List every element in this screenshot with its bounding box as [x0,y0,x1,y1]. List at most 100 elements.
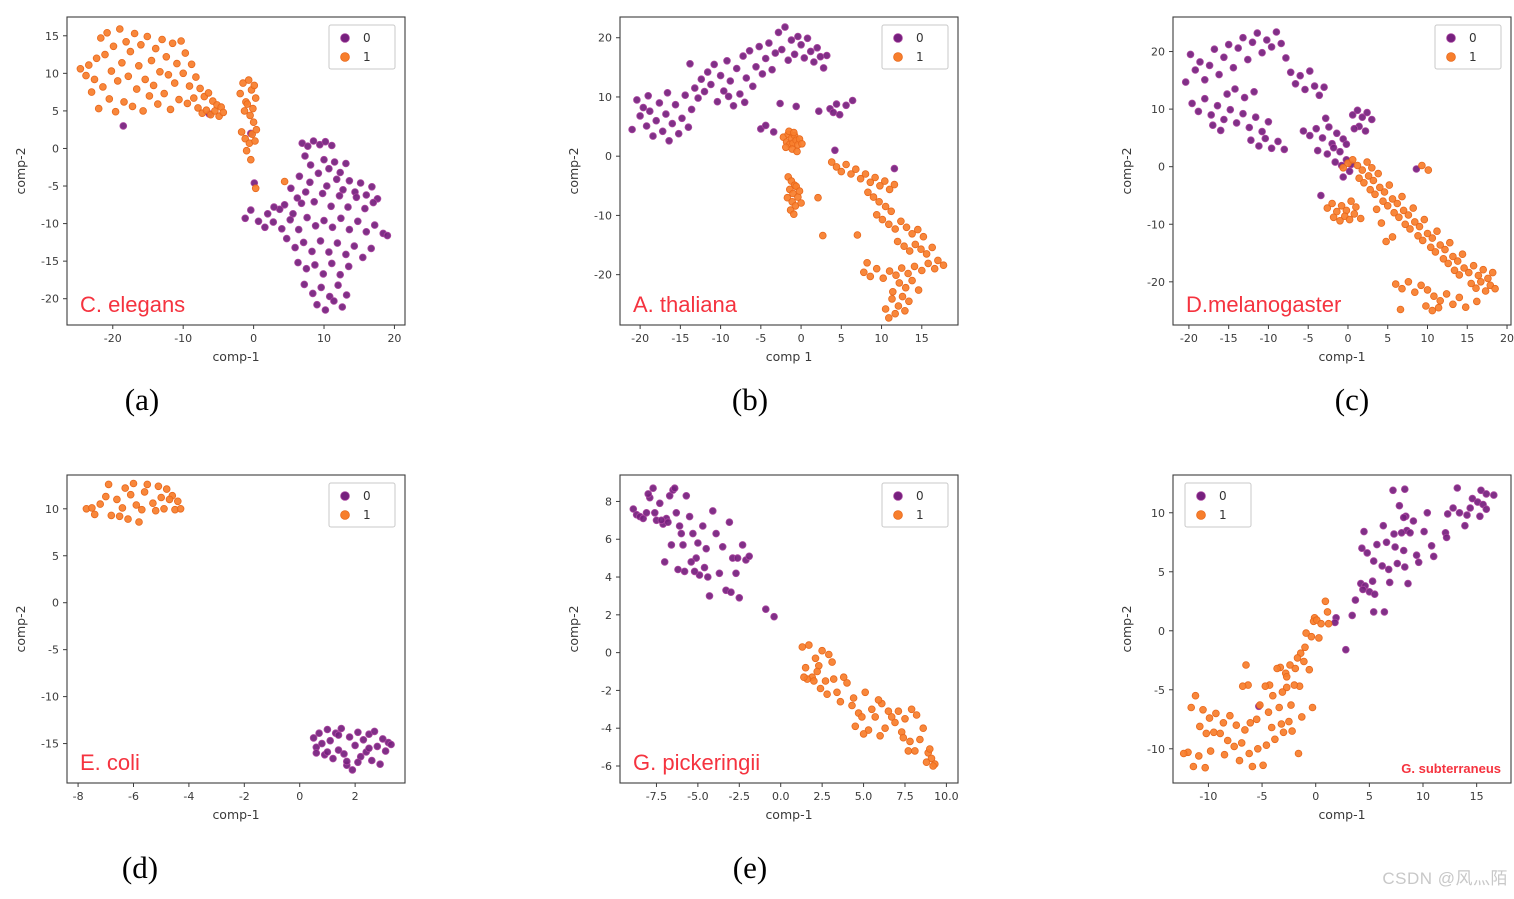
data-point [337,724,346,733]
data-point [902,223,911,232]
data-point [687,105,696,114]
y-axis: -20 -10 0 10 20 comp-2 [1119,46,1173,289]
data-point [919,232,928,241]
y-tick-label: 0 [1158,625,1165,638]
x-tick-label: 5 [1384,332,1391,345]
legend: 01 [881,482,949,528]
data-point [1398,284,1406,293]
data-point [887,207,896,216]
data-point [1231,85,1239,93]
data-point [130,29,139,38]
data-point [880,177,889,185]
data-point [1474,271,1483,280]
data-point [303,213,311,222]
data-point [190,94,198,102]
data-point [1422,302,1430,310]
data-point [1464,268,1473,277]
data-point [334,746,343,754]
data-point [1298,713,1306,721]
data-point [655,99,664,107]
legend: 01 [328,482,396,528]
x-tick-label: -10 [174,332,192,345]
data-point [319,270,328,278]
data-point [761,54,770,63]
legend-label: 0 [1219,489,1227,503]
data-point [336,168,345,177]
data-point [1368,115,1376,124]
data-point [891,225,900,233]
data-point [387,740,395,749]
data-point [665,491,674,500]
data-point [147,56,156,65]
y-tick-label: 10 [45,503,59,516]
data-point [192,73,200,81]
data-point [261,223,269,232]
data-point [1433,227,1441,236]
data-point [1212,709,1220,718]
data-point [111,107,120,116]
data-point [107,67,116,75]
x-tick-label: 7.5 [896,790,914,803]
data-point [755,42,764,51]
data-point [644,490,652,498]
legend-label: 1 [916,508,924,522]
data-point [1254,744,1262,753]
data-point [823,690,831,699]
data-point [822,51,831,60]
data-point [912,711,921,719]
data-point [1187,703,1195,712]
legend-label: 0 [916,31,924,45]
data-point [842,160,850,169]
data-point [327,141,336,150]
data-point [1472,284,1480,293]
data-point [187,60,196,69]
data-point [884,314,893,322]
data-point [330,297,338,305]
x-tick-label: -5 [755,332,766,345]
data-point [1364,172,1373,180]
data-point [1391,543,1399,551]
legend-marker-class-1 [893,510,903,520]
data-point [1489,491,1498,499]
data-point [1296,71,1305,80]
data-point [359,735,368,744]
data-point [1188,99,1196,108]
data-point [1186,50,1195,59]
data-point [1423,508,1432,517]
data-point [784,56,793,64]
data-point [126,47,135,56]
data-point [300,280,309,289]
data-point [168,39,177,48]
data-point [135,518,143,526]
data-point [137,40,145,49]
data-point [1206,747,1215,755]
data-point [832,100,841,108]
data-point [277,225,286,233]
data-point [1412,165,1421,173]
data-point [1306,131,1314,140]
y-tick-label: 2 [605,609,612,622]
x-tick-label: -5 [1303,332,1314,345]
data-point [129,479,138,488]
data-point [853,231,862,239]
data-point [118,504,127,512]
data-point [875,198,883,206]
data-point [881,202,890,211]
x-tick-label: -15 [1220,332,1238,345]
data-point [176,504,185,513]
data-point [1216,729,1224,738]
data-point [1216,126,1225,135]
data-point [816,684,825,693]
data-point [107,511,116,520]
data-point [1460,264,1468,272]
data-point [345,733,354,741]
data-point [1481,287,1490,295]
data-point [916,735,924,744]
data-point [1384,565,1393,574]
data-point [800,673,808,682]
data-point [251,94,260,102]
data-point [816,52,825,61]
x-tick-label: 2 [352,790,359,803]
data-point [1261,682,1270,691]
data-point [891,718,899,727]
